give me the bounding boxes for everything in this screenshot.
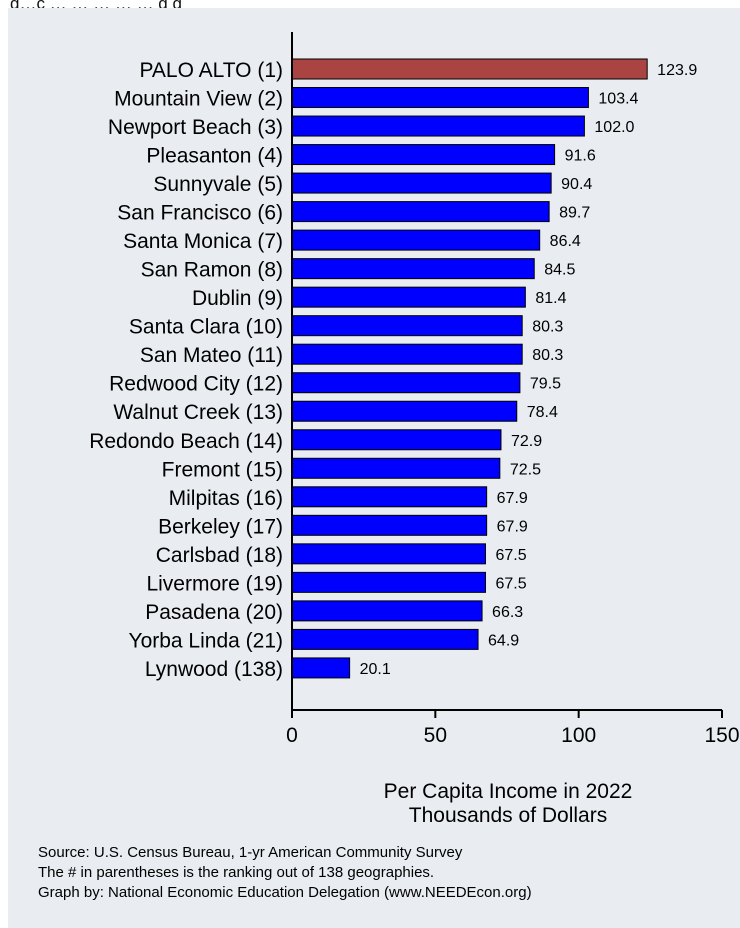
data-label: 80.3: [532, 347, 563, 364]
data-label: 78.4: [527, 404, 558, 421]
category-labels-layer: PALO ALTO (1) Mountain View (2) Newport Be…: [89, 59, 283, 681]
category-label: Fremont (15): [162, 458, 283, 481]
category-label: San Mateo (11): [140, 344, 283, 367]
data-label: 123.9: [657, 62, 697, 79]
ranking-note: The # in parentheses is the ranking out …: [38, 864, 434, 881]
category-label: Lynwood (138): [145, 658, 283, 681]
bar: [291, 201, 550, 223]
category-label: Mountain View (2): [114, 88, 283, 111]
bar: [291, 657, 351, 679]
credit-note: Graph by: National Economic Education De…: [38, 884, 532, 901]
category-label: Sunnyvale (5): [153, 173, 283, 196]
x-axis-title-line-2: Thousands of Dollars: [409, 804, 607, 827]
x-axis-ticks: 0 50 100 150: [286, 710, 740, 747]
bar: [291, 486, 488, 508]
data-label: 67.5: [496, 547, 527, 564]
data-label: 89.7: [559, 205, 590, 222]
value-labels-layer: 123.9 103.4 102.0 91.6 90.4 89.7 86.4 84.5 81.4 8…: [360, 62, 698, 678]
category-label: Santa Clara (10): [129, 316, 283, 339]
x-tick-label: 150: [704, 724, 739, 747]
bar: [291, 58, 648, 80]
data-label: 72.9: [511, 433, 542, 450]
data-label: 90.4: [561, 176, 592, 193]
x-tick-label: 50: [424, 724, 447, 747]
data-label: 80.3: [532, 319, 563, 336]
data-label: 103.4: [598, 91, 638, 108]
bar: [291, 144, 556, 166]
bar: [291, 172, 552, 194]
bar: [291, 87, 589, 109]
x-axis-title-line-1: Per Capita Income in 2022: [384, 780, 633, 803]
bar: [291, 258, 535, 280]
bar: [291, 286, 526, 308]
category-label: Milpitas (16): [169, 487, 283, 510]
data-label: 67.9: [497, 490, 528, 507]
data-label: 81.4: [535, 290, 566, 307]
data-label: 64.9: [488, 632, 519, 649]
data-label: 84.5: [544, 262, 575, 279]
bar: [291, 315, 523, 337]
bar: [291, 429, 502, 451]
bar: [291, 372, 521, 394]
bar: [291, 628, 479, 650]
bar: [291, 343, 523, 365]
bar: [291, 600, 483, 622]
data-label: 66.3: [492, 604, 523, 621]
category-label: Livermore (19): [146, 572, 283, 595]
category-label: Santa Monica (7): [123, 230, 283, 253]
category-label: Dublin (9): [192, 287, 283, 310]
category-label: Pleasanton (4): [146, 145, 283, 168]
category-label: Pasadena (20): [145, 601, 283, 624]
category-label: Walnut Creek (13): [113, 401, 283, 424]
bar: [291, 543, 486, 565]
data-label: 67.9: [497, 518, 528, 535]
axes: [291, 32, 722, 711]
data-label: 67.5: [496, 575, 527, 592]
bar: [291, 115, 585, 137]
data-label: 91.6: [565, 148, 596, 165]
data-label: 79.5: [530, 376, 561, 393]
x-tick-label: 100: [561, 724, 596, 747]
bar: [291, 229, 541, 251]
data-label: 102.0: [594, 119, 634, 136]
bar: [291, 400, 518, 422]
source-note: Source: U.S. Census Bureau, 1-yr America…: [38, 844, 463, 861]
bar: [291, 457, 501, 479]
bar: [291, 571, 486, 593]
category-label: Newport Beach (3): [108, 116, 283, 139]
category-label: Redondo Beach (14): [89, 430, 283, 453]
category-label: Carlsbad (18): [156, 544, 283, 567]
category-label: San Ramon (8): [141, 259, 283, 282]
bars-layer: [291, 58, 648, 679]
x-tick-label: 0: [286, 724, 298, 747]
category-label: San Francisco (6): [117, 202, 283, 225]
category-label: Redwood City (12): [109, 373, 283, 396]
bar: [291, 514, 488, 536]
data-label: 72.5: [510, 461, 541, 478]
data-label: 86.4: [550, 233, 581, 250]
data-label: 20.1: [360, 661, 391, 678]
category-label: PALO ALTO (1): [139, 59, 283, 82]
category-label: Yorba Linda (21): [128, 629, 283, 652]
category-label: Berkeley (17): [158, 515, 283, 538]
